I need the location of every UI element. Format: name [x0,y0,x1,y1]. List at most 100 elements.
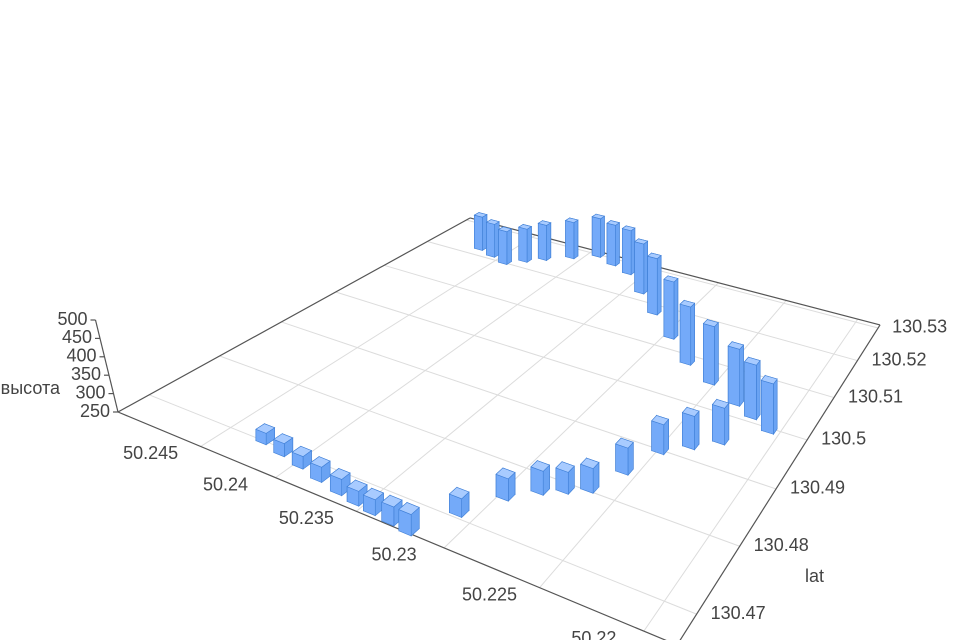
y-tick-label: 130.53 [892,317,947,337]
bar-top [760,375,778,385]
grid-line [356,265,655,512]
bar [727,340,745,408]
bar-face [630,227,636,276]
bar [309,456,331,484]
bar [580,457,600,495]
y-tick-label: 130.52 [871,349,926,369]
bar [591,213,606,259]
bar-top [555,461,575,473]
bar-face [486,221,495,258]
bar-top [398,502,420,515]
bar-face [724,402,730,446]
bar [679,299,696,367]
bar-face [474,214,483,251]
bar-top [663,275,679,283]
bar-top [273,433,294,444]
y-tick-label: 130.5 [821,429,866,449]
bar [497,226,513,266]
bar [448,486,470,519]
bar-face [761,379,774,435]
axis-line [679,324,881,640]
bar-top [473,212,488,218]
z-tick-label: 450 [62,327,92,347]
bar-face [679,303,692,366]
bar-face [673,277,679,341]
bar-top [615,437,634,449]
bar-face [621,228,632,276]
bar-top [291,445,313,457]
grid-line [200,234,536,447]
bar [291,445,313,470]
bar [495,467,516,502]
bar-face [565,220,575,260]
bar [663,275,679,341]
bar-top [744,356,761,366]
x-tick-label: 50.225 [462,584,517,604]
bar [564,217,579,260]
bar-face [530,466,544,496]
grid-line [219,355,740,547]
bar-top [381,494,403,508]
y-tick-label: 130.51 [848,386,903,406]
bar-face [663,278,675,340]
bar-top [606,220,621,226]
bar-face [615,222,620,267]
bar-face [498,229,508,265]
bar-face [712,404,725,446]
x-tick-label: 50.235 [279,508,334,528]
grid-line [466,219,879,329]
bar-face [546,222,552,262]
x-tick-label: 50.245 [123,443,178,463]
bar-face [682,412,695,451]
bar-top [530,460,551,472]
bar [485,219,500,258]
y-tick-label: 130.49 [790,478,845,498]
y-tick-label: 130.47 [711,603,766,623]
bar-face [506,228,512,266]
bar [651,414,670,456]
bar-face [634,241,645,295]
grid-line [643,318,859,632]
x-tick-label: 50.23 [372,545,417,565]
bar-face [526,226,532,263]
bar-face [606,222,616,267]
bar-face [580,463,594,494]
z-tick-label: 400 [66,346,96,366]
bar-top [727,341,745,350]
bar-top [309,456,331,468]
bar-top [255,423,276,434]
bar-face [643,240,648,295]
axis-line [117,217,471,413]
bar-face [739,344,744,408]
bar-face [651,420,665,456]
bar-top [517,224,533,230]
z-axis-title: высота [1,378,61,398]
axis-line [117,411,667,640]
bar-top [346,479,368,492]
z-tick-label: 250 [80,401,110,421]
bar-top [646,252,662,259]
bar [255,423,276,446]
bar-top [711,399,730,409]
bar-face [656,254,662,316]
bar-top [681,406,700,417]
y-axis-title: lat [805,566,824,586]
bar [362,487,385,517]
bar-face [573,219,579,260]
bar-face [537,222,547,261]
z-tick-label: 500 [57,309,87,329]
bar [473,212,488,252]
bar-face [647,255,658,316]
bar-top [497,226,513,233]
z-tick-label: 350 [71,364,101,384]
bar [615,437,634,477]
bar [530,459,551,497]
bar-top [495,467,516,480]
bar-top [580,457,600,469]
bar-face [518,226,528,263]
x-tick-label: 50.22 [571,628,616,640]
bar-top [329,468,351,480]
bar [744,356,761,421]
bar-top [651,415,670,426]
